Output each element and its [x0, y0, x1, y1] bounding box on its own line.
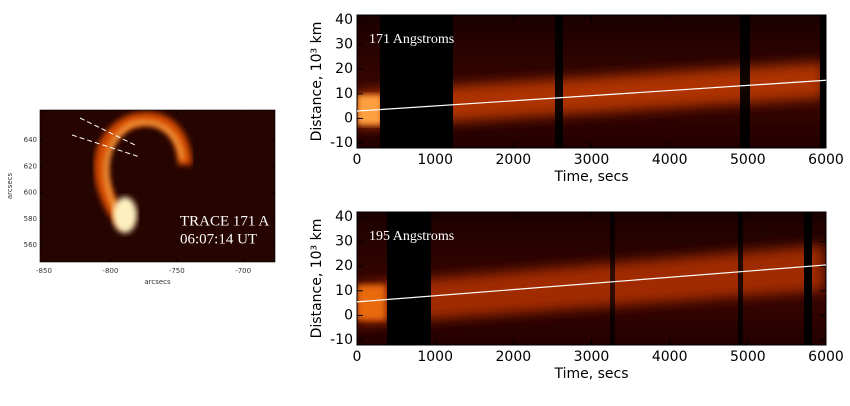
x-tick-label: 0 — [353, 152, 362, 168]
x-axis-label: arcsecs — [144, 278, 171, 286]
solar-image — [40, 110, 275, 262]
y-tick-label: 30 — [335, 37, 353, 53]
y-tick-label: -10 — [330, 135, 353, 151]
annotation: 195 Angstroms — [369, 229, 454, 244]
plot-frame — [39, 109, 276, 263]
trend-line — [356, 264, 827, 303]
y-tick-label: 20 — [335, 61, 353, 77]
x-tick-label: 3000 — [574, 349, 610, 365]
x-tick-label: 5000 — [730, 152, 766, 168]
trend-line — [356, 79, 827, 112]
y-tick-label: -10 — [330, 332, 353, 348]
x-tick-label: 3000 — [574, 152, 610, 168]
y-tick-label: 560 — [24, 241, 37, 249]
y-axis-label: arcsecs — [6, 172, 14, 199]
x-tick-label: 5000 — [730, 349, 766, 365]
annotation: 171 Angstroms — [369, 32, 454, 47]
y-tick-label: 0 — [344, 110, 353, 126]
heatmap-195 — [357, 212, 826, 345]
x-tick-label: -700 — [235, 267, 251, 275]
y-tick-label: 10 — [335, 283, 353, 299]
x-tick-label: 4000 — [652, 349, 688, 365]
x-tick-label: 6000 — [808, 152, 844, 168]
x-tick-label: 2000 — [496, 152, 532, 168]
y-tick-label: 580 — [24, 215, 37, 223]
y-axis-label: Distance, 10³ km — [309, 219, 325, 339]
y-tick-label: 40 — [335, 209, 353, 225]
x-tick-label: 1000 — [417, 349, 453, 365]
y-tick-label: 40 — [335, 12, 353, 28]
y-tick-label: 20 — [335, 258, 353, 274]
x-tick-label: 6000 — [808, 349, 844, 365]
x-tick-label: 2000 — [496, 349, 532, 365]
x-tick-label: 1000 — [417, 152, 453, 168]
heatmap-171 — [357, 15, 826, 148]
annotation: TRACE 171 A — [180, 213, 269, 229]
x-tick-label: 0 — [353, 349, 362, 365]
y-tick-label: 0 — [344, 307, 353, 323]
y-tick-label: 600 — [24, 189, 37, 197]
y-axis-label: Distance, 10³ km — [309, 22, 325, 142]
y-tick-label: 30 — [335, 234, 353, 250]
y-tick-label: 620 — [24, 162, 37, 170]
annotation: 06:07:14 UT — [180, 231, 257, 247]
x-tick-label: -800 — [102, 267, 118, 275]
x-tick-label: 4000 — [652, 152, 688, 168]
y-tick-label: 10 — [335, 86, 353, 102]
x-axis-label: Time, secs — [553, 366, 628, 382]
x-axis-label: Time, secs — [553, 169, 628, 185]
x-tick-label: -850 — [36, 267, 52, 275]
y-tick-label: 640 — [24, 136, 37, 144]
x-tick-label: -750 — [169, 267, 185, 275]
